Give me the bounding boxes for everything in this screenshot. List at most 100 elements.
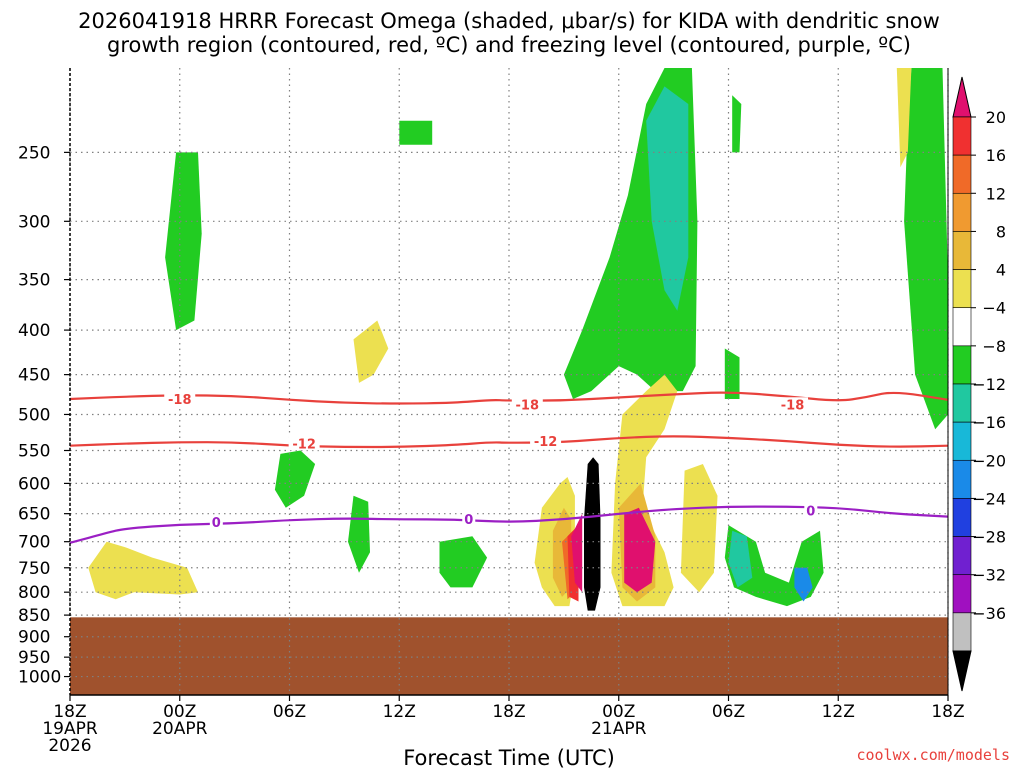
colorbar-box-11 [952, 498, 972, 537]
contour-label-bg-2-2 [804, 503, 818, 518]
colorbar-box-13 [952, 574, 972, 614]
colorbar-label-11: −28 [972, 528, 1006, 547]
y-tick-label-500: 500 [18, 405, 50, 425]
contour-label-bg-0-0 [164, 391, 196, 406]
contour-label-bg-2-0 [209, 514, 223, 529]
axes: 2503003504004505005506006507007508008509… [18, 68, 965, 756]
omega-region-11 [728, 530, 753, 588]
x-tick-label-36-0: 06Z [712, 702, 745, 722]
colorbar-label-13: −36 [972, 604, 1006, 623]
contour-label-bg-1-1 [530, 434, 562, 449]
y-tick-label-750: 750 [18, 559, 50, 579]
chart-title-line1: 2026041918 HRRR Forecast Omega (shaded, … [78, 9, 940, 33]
x-tick-label-0-1: 19APR [42, 719, 98, 739]
y-tick-label-300: 300 [18, 212, 50, 232]
contour-label-bg-0-1 [511, 397, 543, 412]
colorbar-label-7: −12 [972, 375, 1006, 394]
contour-label-1-1: -12 [534, 435, 558, 450]
contour-label-bg-2-1 [462, 512, 476, 527]
y-tick-label-550: 550 [18, 442, 50, 462]
colorbar-label-5: −4 [982, 299, 1006, 318]
x-tick-label-48-0: 18Z [931, 702, 964, 722]
x-tick-label-12-0: 06Z [273, 702, 306, 722]
y-tick-label-350: 350 [18, 271, 50, 291]
colorbar-label-0: 20 [986, 108, 1006, 127]
contour-label-bg-0-2 [777, 397, 809, 412]
contour-label-2-0: 0 [212, 516, 221, 531]
omega-region-5 [399, 120, 433, 145]
omega-region-4 [732, 95, 742, 153]
x-tick-label-30-1: 21APR [591, 719, 647, 739]
y-tick-label-850: 850 [18, 606, 50, 626]
y-tick-label-800: 800 [18, 583, 50, 603]
colorbar-box-6 [952, 307, 972, 347]
contour-label-0-0: -18 [168, 393, 192, 408]
omega-region-12 [794, 567, 813, 602]
contour-label-2-2: 0 [806, 504, 815, 519]
colorbar-box-10 [952, 459, 972, 499]
omega-region-1 [646, 86, 689, 311]
colorbar-label-8: −16 [972, 413, 1006, 432]
omega-region-24 [624, 507, 656, 593]
grid-lines [69, 68, 949, 695]
colorbar-label-4: 4 [996, 261, 1006, 280]
omega-region-6 [724, 348, 740, 399]
contour-label-0-1: -18 [516, 398, 540, 413]
x-tick-label-18-0: 12Z [383, 702, 416, 722]
omega-region-15 [680, 464, 718, 593]
colorbar-label-1: 16 [986, 146, 1006, 165]
y-tick-label-1000: 1000 [18, 668, 61, 688]
x-tick-label-24-0: 18Z [492, 702, 525, 722]
y-tick-label-950: 950 [18, 648, 50, 668]
contour-2 [69, 505, 949, 544]
contour-label-2-1: 0 [464, 513, 473, 528]
contour-lines: -18 -18 -18 -12 -12 0 0 0 [69, 391, 949, 544]
colorbar-box-12 [952, 536, 972, 576]
colorbar-box-7 [952, 345, 972, 385]
colorbar-box-8 [952, 383, 972, 423]
colorbar-label-2: 12 [986, 184, 1006, 203]
colorbar-label-3: 8 [996, 222, 1006, 241]
colorbar-arrow-top [952, 76, 972, 118]
y-tick-label-250: 250 [18, 143, 50, 163]
y-tick-label-450: 450 [18, 366, 50, 386]
colorbar-label-9: −20 [972, 451, 1006, 470]
y-tick-label-400: 400 [18, 321, 50, 341]
colorbar-box-3 [952, 192, 972, 232]
colorbar-box-9 [952, 421, 972, 461]
x-tick-label-6-0: 00Z [163, 702, 196, 722]
colorbar-box-14 [952, 612, 972, 652]
credit-text: coolwx.com/models [856, 746, 1010, 764]
colorbar-box-2 [952, 154, 972, 194]
contour-0 [69, 391, 949, 405]
colorbar-box-1 [952, 116, 972, 156]
x-tick-label-0-0: 18Z [53, 702, 86, 722]
omega-region-3 [904, 68, 948, 430]
colorbar-box-5 [952, 269, 972, 309]
omega-region-7 [274, 450, 316, 508]
contour-label-bg-1-0 [288, 436, 320, 451]
y-tick-label-900: 900 [18, 628, 50, 648]
omega-region-8 [348, 495, 370, 573]
x-tick-label-0-2: 2026 [48, 736, 91, 756]
colorbar-arrow-bottom [952, 650, 972, 692]
colorbar-label-12: −32 [972, 566, 1006, 585]
contour-label-1-0: -12 [292, 437, 316, 452]
omega-region-18 [896, 68, 912, 168]
x-tick-label-6-1: 20APR [152, 719, 208, 739]
x-tick-label-30-0: 00Z [602, 702, 635, 722]
contour-label-0-2: -18 [781, 398, 805, 413]
y-tick-label-650: 650 [18, 505, 50, 525]
omega-region-17 [353, 320, 389, 383]
x-axis-label: Forecast Time (UTC) [403, 746, 615, 768]
colorbar-label-10: −24 [972, 489, 1006, 508]
omega-region-16 [88, 541, 198, 600]
colorbar: 20 16 12 8 4 −4 −8 −12 −16 −20 −24 −28 −32 −36 [952, 76, 1006, 692]
chart-title-line2: growth region (contoured, red, ºC) and f… [107, 33, 911, 57]
omega-region-9 [439, 536, 488, 588]
y-tick-label-700: 700 [18, 533, 50, 553]
contour-1 [69, 435, 949, 449]
omega-region-25 [584, 457, 601, 611]
colorbar-label-6: −8 [982, 337, 1006, 356]
